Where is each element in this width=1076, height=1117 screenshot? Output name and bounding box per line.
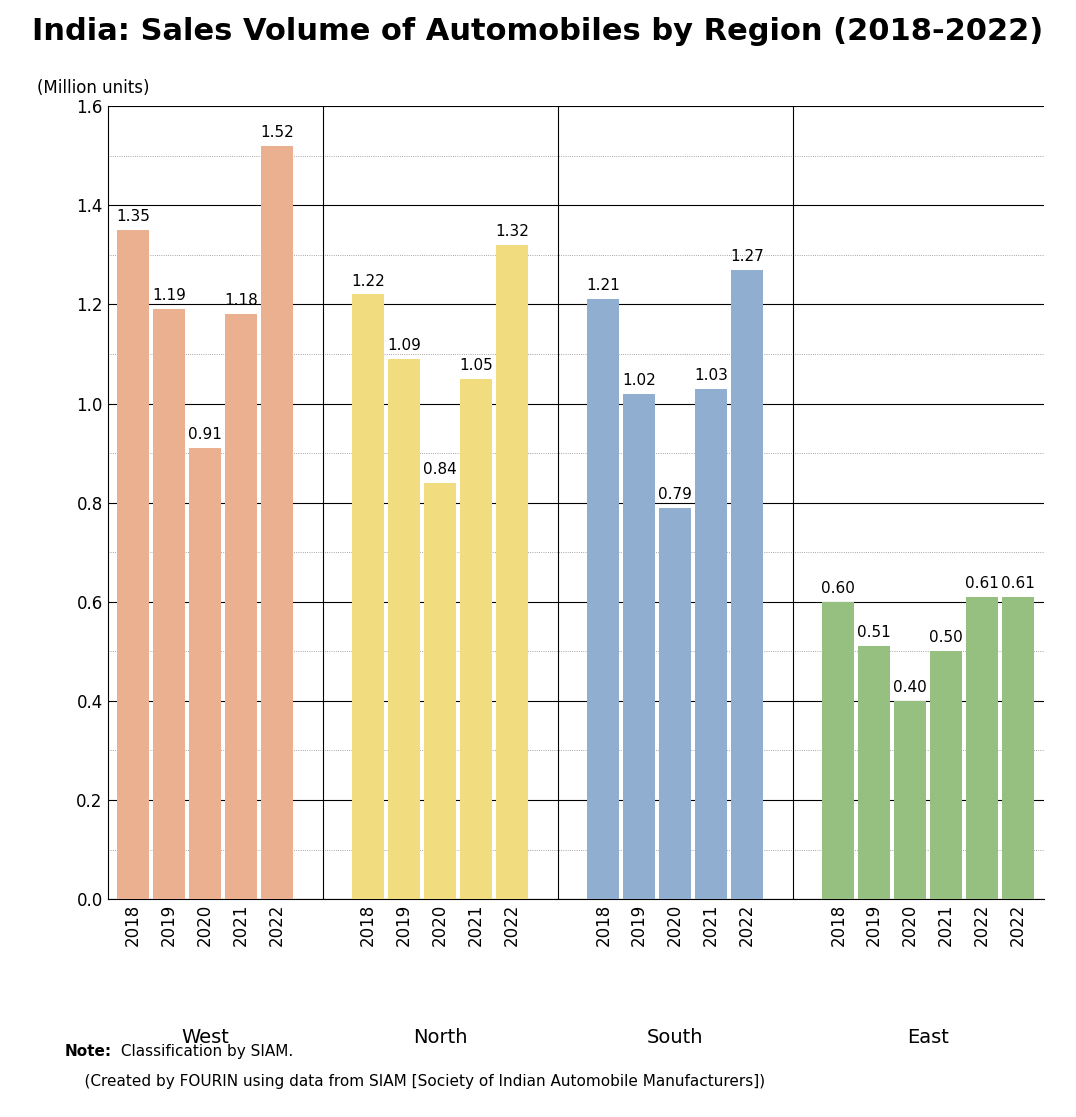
Text: West: West [181, 1028, 229, 1047]
Bar [695, 389, 727, 899]
Text: 1.21: 1.21 [586, 278, 620, 294]
Text: 0.60: 0.60 [821, 581, 855, 595]
Text: 1.22: 1.22 [352, 274, 385, 288]
Text: 1.05: 1.05 [459, 357, 493, 373]
Bar [623, 393, 655, 899]
Bar [894, 701, 926, 899]
Text: 0.91: 0.91 [188, 427, 222, 442]
Text: Classification by SIAM.: Classification by SIAM. [116, 1043, 294, 1059]
Bar [930, 651, 962, 899]
Text: 0.50: 0.50 [930, 630, 963, 646]
Text: 1.19: 1.19 [152, 288, 186, 304]
Text: South: South [647, 1028, 704, 1047]
Bar [660, 507, 691, 899]
Bar [225, 314, 257, 899]
Bar [352, 295, 384, 899]
Text: 0.79: 0.79 [659, 487, 692, 502]
Text: 1.02: 1.02 [622, 373, 656, 388]
Bar [424, 483, 456, 899]
Text: East: East [907, 1028, 949, 1047]
Text: 1.52: 1.52 [260, 125, 294, 140]
Text: 1.09: 1.09 [387, 338, 421, 353]
Bar [117, 230, 150, 899]
Text: 0.61: 0.61 [965, 576, 1000, 591]
Text: Note:: Note: [65, 1043, 112, 1059]
Text: (Created by FOURIN using data from SIAM [Society of Indian Automobile Manufactur: (Created by FOURIN using data from SIAM … [65, 1073, 765, 1089]
Text: 1.32: 1.32 [495, 223, 529, 239]
Text: 1.03: 1.03 [694, 367, 728, 383]
Text: India: Sales Volume of Automobiles by Region (2018-2022): India: Sales Volume of Automobiles by Re… [32, 17, 1044, 46]
Text: 0.40: 0.40 [893, 680, 928, 695]
Text: 1.18: 1.18 [224, 294, 258, 308]
Bar [261, 146, 293, 899]
Bar [388, 359, 421, 899]
Bar [822, 602, 854, 899]
Bar [461, 379, 492, 899]
Text: 1.35: 1.35 [116, 209, 151, 225]
Text: 0.51: 0.51 [858, 626, 891, 640]
Bar [496, 245, 528, 899]
Text: (Million units): (Million units) [38, 78, 150, 96]
Bar [1002, 596, 1034, 899]
Text: 0.61: 0.61 [1001, 576, 1035, 591]
Bar [587, 299, 620, 899]
Bar [859, 647, 890, 899]
Bar [966, 596, 999, 899]
Text: 1.27: 1.27 [731, 249, 764, 264]
Bar [189, 448, 222, 899]
Bar [153, 309, 185, 899]
Text: 0.84: 0.84 [423, 461, 457, 477]
Text: North: North [413, 1028, 467, 1047]
Bar [731, 269, 763, 899]
